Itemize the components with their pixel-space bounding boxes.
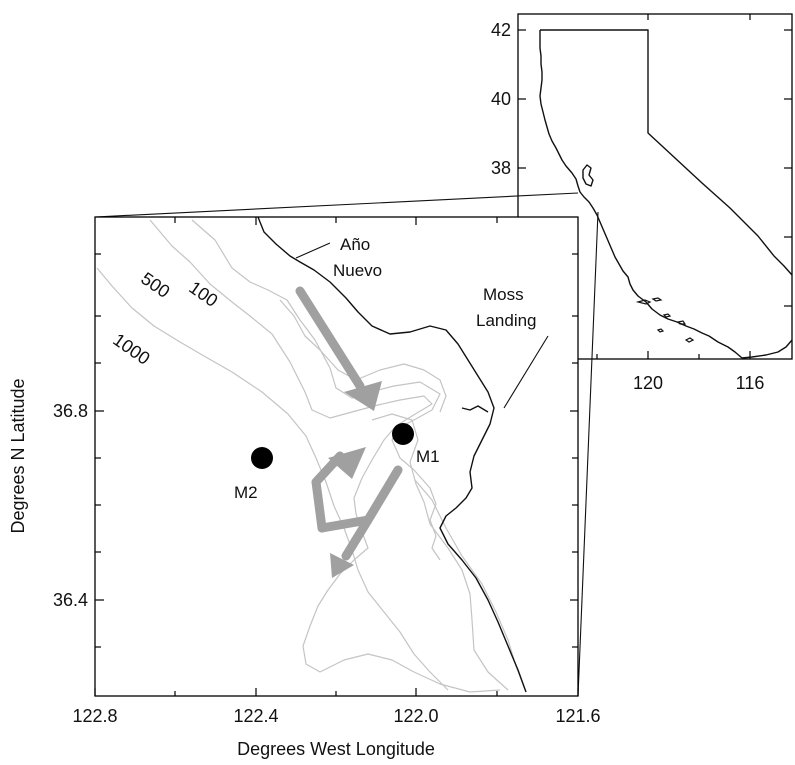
arrow-north-shaft: [295, 286, 365, 391]
inset-x-tick-120: 120: [633, 373, 663, 393]
inset-y-tick-38: 38: [491, 158, 511, 178]
channel-islands: [635, 297, 695, 343]
x-axis-title: Degrees West Longitude: [237, 739, 435, 759]
arrow-north-head: [344, 381, 382, 411]
sf-bay: [582, 164, 594, 187]
place-ano-nuevo-line1: Año: [340, 235, 370, 254]
x-tick-122-8: 122.8: [72, 706, 117, 726]
arrow-south-shaft-lower: [341, 515, 373, 561]
x-tick-121-6: 121.6: [555, 706, 600, 726]
y-tick-36-8: 36.8: [53, 401, 88, 421]
inset-x-tick-116: 116: [736, 373, 765, 393]
mooring-m1-marker: [392, 423, 414, 445]
inset-frame: [517, 13, 793, 360]
arrow-west-head: [328, 447, 366, 479]
place-ano-nuevo-line2: Nuevo: [333, 261, 382, 280]
y-tick-36-4: 36.4: [53, 590, 88, 610]
contour-500-line: [149, 219, 501, 693]
main-map: 122.8 122.4 122.0 121.6 36.8 36.4 Degree…: [8, 216, 601, 759]
arrow-west-shaft: [311, 451, 345, 533]
mooring-m2-label: M2: [234, 483, 258, 502]
place-moss-landing-line1: Moss: [483, 285, 524, 304]
california-outline: [539, 29, 793, 359]
mooring-m1-label: M1: [416, 447, 440, 466]
place-moss-landing-line2: Landing: [476, 311, 537, 330]
contour-shelf-north: [279, 299, 447, 413]
inset-map: 42 40 38 120 116: [491, 13, 793, 393]
contour-inner-canyon: [371, 413, 509, 691]
x-tick-122-0: 122.0: [393, 706, 438, 726]
moss-landing-leader: [503, 335, 549, 409]
arrow-south-head: [330, 553, 354, 578]
inset-y-tick-40: 40: [491, 89, 511, 109]
y-axis-title: Degrees N Latitude: [8, 378, 28, 533]
ano-nuevo-leader: [295, 242, 331, 259]
inset-connector-lines: [94, 192, 599, 697]
main-map-ticks: [94, 217, 579, 696]
contour-100-line: [191, 219, 441, 561]
monterey-coastline: [257, 216, 527, 693]
elkhorn-slough-inlet: [461, 405, 489, 413]
x-tick-122-4: 122.4: [233, 706, 278, 726]
mooring-m2-marker: [251, 447, 273, 469]
circulation-arrows: [295, 286, 403, 578]
inset-y-tick-42: 42: [491, 20, 511, 40]
